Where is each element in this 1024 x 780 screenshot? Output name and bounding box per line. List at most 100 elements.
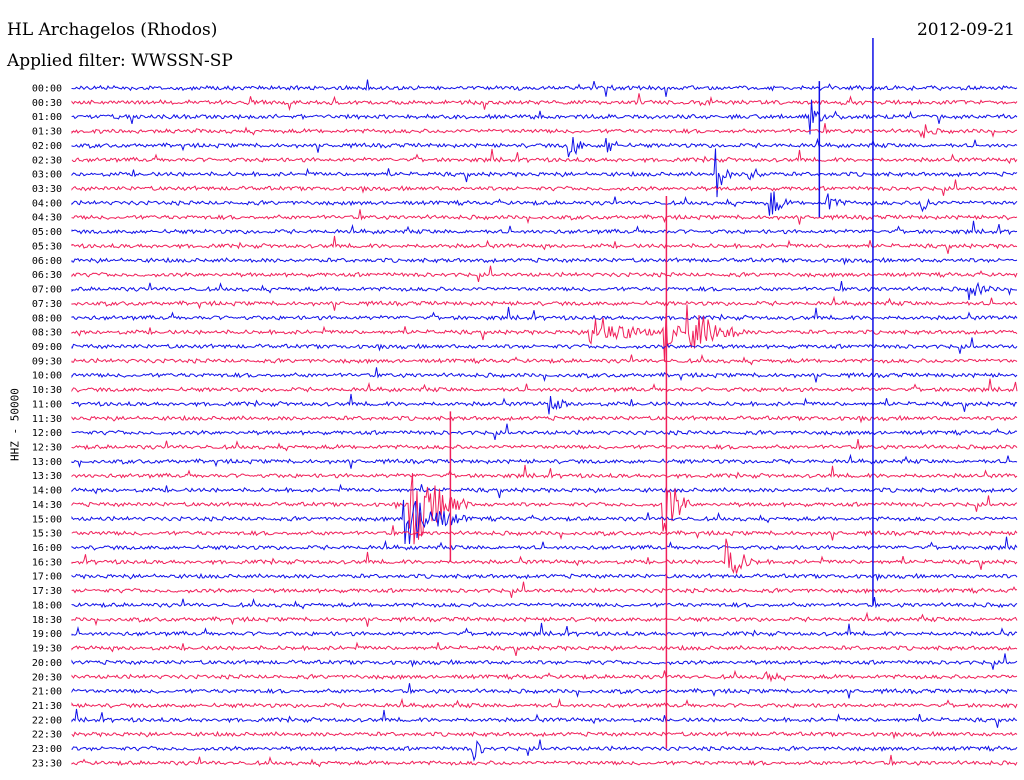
time-tick-label: 06:00: [32, 256, 62, 267]
trace-row: [71, 93, 1018, 112]
time-tick-label: 16:00: [32, 543, 62, 554]
time-tick-label: 00:30: [32, 98, 62, 109]
time-tick-label: 05:30: [32, 241, 62, 252]
trace-row: [71, 572, 1018, 582]
seismic-traces: [71, 38, 1018, 768]
time-tick-label: 21:30: [32, 701, 62, 712]
time-tick-label: 21:00: [32, 687, 62, 698]
time-tick-label: 09:00: [32, 342, 62, 353]
time-tick-label: 00:00: [32, 84, 62, 95]
trace-row: [71, 453, 1018, 469]
trace-row: [71, 473, 1018, 545]
trace-row: [71, 256, 1018, 266]
trace-row: [71, 669, 1018, 683]
trace-row: [71, 281, 1017, 301]
trace-row: [71, 581, 1018, 598]
time-tick-label: 03:30: [32, 184, 62, 195]
trace-row: [71, 423, 1018, 441]
trace-row: [71, 754, 1018, 768]
trace-row: [71, 464, 1018, 480]
trace-row: [71, 622, 1018, 638]
time-tick-label: 17:30: [32, 586, 62, 597]
trace-row: [71, 123, 1018, 139]
time-tick-label: 14:00: [32, 486, 62, 497]
trace-row: [71, 697, 1018, 709]
trace-row: [71, 148, 1018, 165]
trace-row: [71, 367, 1018, 383]
station-title: HL Archagelos (Rhodos): [7, 20, 218, 40]
time-tick-label: 04:00: [32, 198, 62, 209]
time-tick-label: 10:30: [32, 385, 62, 396]
time-tick-label: 12:30: [32, 443, 62, 454]
time-tick-label: 23:00: [32, 744, 62, 755]
time-tick-label: 07:00: [32, 285, 62, 296]
time-tick-label: 23:30: [32, 758, 62, 769]
trace-row: [71, 393, 1018, 415]
trace-row: [71, 235, 1018, 254]
trace-row: [71, 683, 1018, 699]
trace-row: [71, 739, 1018, 762]
trace-row: [71, 136, 1018, 158]
time-tick-labels: 00:00 00:30 01:00 01:30 02:00 02:30 03:00 03:30…: [32, 84, 62, 770]
time-tick-label: 05:00: [32, 227, 62, 238]
time-tick-label: 22:00: [32, 715, 62, 726]
time-tick-label: 18:30: [32, 615, 62, 626]
time-tick-label: 19:00: [32, 629, 62, 640]
trace-row: [71, 439, 1018, 452]
time-tick-label: 06:30: [32, 270, 62, 281]
trace-row: [71, 99, 1018, 135]
time-tick-label: 13:30: [32, 471, 62, 482]
trace-row: [71, 378, 1018, 393]
time-tick-label: 22:30: [32, 730, 62, 741]
time-tick-label: 18:00: [32, 600, 62, 611]
time-tick-label: 08:00: [32, 313, 62, 324]
trace-row: [71, 79, 1018, 97]
trace-row: [71, 525, 1018, 541]
filter-label: Applied filter: WWSSN-SP: [7, 51, 233, 71]
trace-row: [71, 708, 1018, 728]
trace-row: [71, 353, 1018, 366]
time-tick-label: 09:30: [32, 356, 62, 367]
time-tick-label: 04:30: [32, 213, 62, 224]
trace-row: [71, 653, 1018, 670]
time-tick-label: 02:00: [32, 141, 62, 152]
trace-row: [71, 209, 1018, 225]
trace-row: [71, 538, 1018, 575]
record-date: 2012-09-21: [916, 20, 1015, 40]
trace-row: [71, 483, 1018, 499]
trace-row: [71, 597, 1018, 610]
time-tick-label: 12:00: [32, 428, 62, 439]
trace-row: [71, 337, 1018, 354]
trace-row: [71, 191, 1018, 216]
time-tick-label: 01:30: [32, 127, 62, 138]
time-tick-label: 10:00: [32, 371, 62, 382]
trace-row: [71, 730, 1018, 740]
time-tick-label: 08:30: [32, 328, 62, 339]
time-tick-label: 11:00: [32, 399, 62, 410]
time-tick-label: 20:30: [32, 672, 62, 683]
trace-row: [71, 536, 1018, 551]
time-tick-label: 16:30: [32, 557, 62, 568]
time-tick-label: 19:30: [32, 644, 62, 655]
time-tick-label: 01:00: [32, 112, 62, 123]
time-tick-label: 07:30: [32, 299, 62, 310]
trace-row: [71, 304, 1018, 362]
time-tick-label: 15:30: [32, 529, 62, 540]
time-tick-label: 15:00: [32, 514, 62, 525]
trace-row: [71, 220, 1018, 236]
trace-row: [71, 611, 1018, 627]
time-tick-label: 14:30: [32, 500, 62, 511]
time-tick-label: 20:00: [32, 658, 62, 669]
trace-row: [71, 414, 1018, 424]
trace-row: [71, 641, 1018, 657]
trace-row: [71, 295, 1018, 311]
time-tick-label: 03:00: [32, 170, 62, 181]
trace-row: [71, 499, 1018, 545]
trace-row: [71, 306, 1018, 322]
time-tick-label: 17:00: [32, 572, 62, 583]
time-tick-label: 02:30: [32, 155, 62, 166]
trace-row: [71, 148, 1018, 198]
trace-row: [71, 179, 1018, 196]
trace-row: [71, 265, 1018, 283]
